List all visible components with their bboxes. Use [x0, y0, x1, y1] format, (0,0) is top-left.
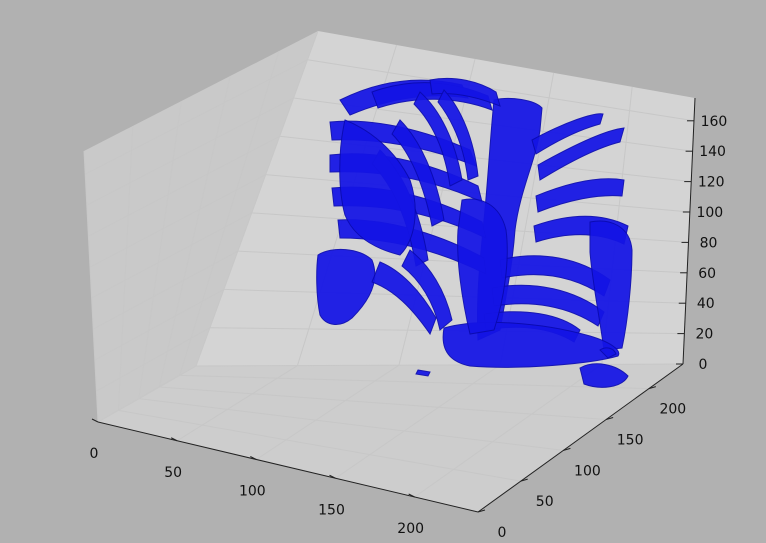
x-tick-label: 150 [318, 502, 345, 518]
z-tick-label: 100 [696, 205, 723, 221]
x-tick [329, 474, 336, 479]
z-tick-label: 40 [697, 296, 715, 312]
y-tick-label: 150 [617, 433, 644, 449]
right-scapula [589, 220, 633, 351]
x-tick-label: 50 [164, 465, 182, 481]
z-axis-line [682, 97, 696, 365]
y-gridline [138, 100, 182, 399]
x-tick [250, 456, 257, 460]
rib [371, 261, 437, 336]
x-tick [408, 493, 415, 498]
pelvic-base [442, 321, 620, 368]
rib [401, 249, 453, 331]
z-gridline [84, 59, 308, 175]
back-left-pane [84, 31, 318, 422]
y-tick [648, 386, 656, 390]
y-gridline [158, 75, 231, 388]
y-tick [520, 478, 528, 482]
x-tick-labels: 0 50 100 150 200 [90, 446, 424, 537]
floor-pane [98, 364, 683, 512]
z-gridline [97, 365, 197, 423]
ribcage-isosurface [316, 77, 633, 388]
rib [537, 127, 625, 181]
x-tick [91, 418, 99, 423]
fragment [415, 369, 431, 377]
z-tick-label: 60 [698, 266, 716, 282]
z-tick-label: 80 [700, 235, 718, 251]
rib [391, 119, 445, 227]
x-tick-label: 200 [397, 521, 424, 537]
y-gridline [118, 409, 521, 482]
y-tick-label: 50 [536, 494, 554, 510]
rib [413, 91, 463, 187]
z-gridline [89, 174, 266, 268]
y-tick-label: 0 [498, 525, 507, 541]
rib [437, 89, 479, 181]
y-gridline [117, 125, 134, 411]
y-tick [563, 447, 571, 451]
rib [531, 113, 604, 155]
y-tick-labels: 0 50 100 150 200 [498, 402, 687, 541]
z-tick-labels: 0 20 40 60 80 100 120 140 160 [695, 114, 727, 373]
z-tick-label: 140 [699, 144, 726, 160]
z-gridline [88, 135, 280, 237]
y-tick [477, 509, 486, 513]
z-gridline [86, 97, 294, 206]
z-gridline [94, 288, 225, 361]
y-gridline [83, 150, 99, 423]
fragment [579, 363, 629, 388]
scapula [339, 119, 416, 256]
y-gridline [159, 386, 607, 420]
y-gridline [179, 374, 649, 390]
z-gridline [91, 212, 253, 299]
z-gridline [92, 250, 239, 330]
y-tick-label: 200 [659, 402, 686, 418]
x-gridline [195, 30, 319, 367]
fragment [599, 347, 617, 359]
z-gridline [307, 59, 695, 122]
z-tick-label: 120 [698, 175, 725, 191]
z-gridline [96, 327, 211, 392]
y-tick-label: 100 [574, 463, 601, 479]
y-gridline [138, 398, 564, 451]
x-tick-label: 100 [239, 484, 266, 500]
x-tick [170, 437, 178, 442]
tick-marks [91, 120, 694, 513]
z-tick-label: 0 [699, 357, 708, 373]
y-gridline [179, 50, 280, 376]
sternum [457, 198, 508, 335]
humerus [316, 248, 376, 325]
z-tick-label: 20 [695, 327, 713, 343]
y-tick [605, 417, 614, 420]
rib [535, 178, 625, 213]
x-tick-label: 0 [90, 446, 99, 462]
z-tick-label: 160 [701, 114, 728, 130]
